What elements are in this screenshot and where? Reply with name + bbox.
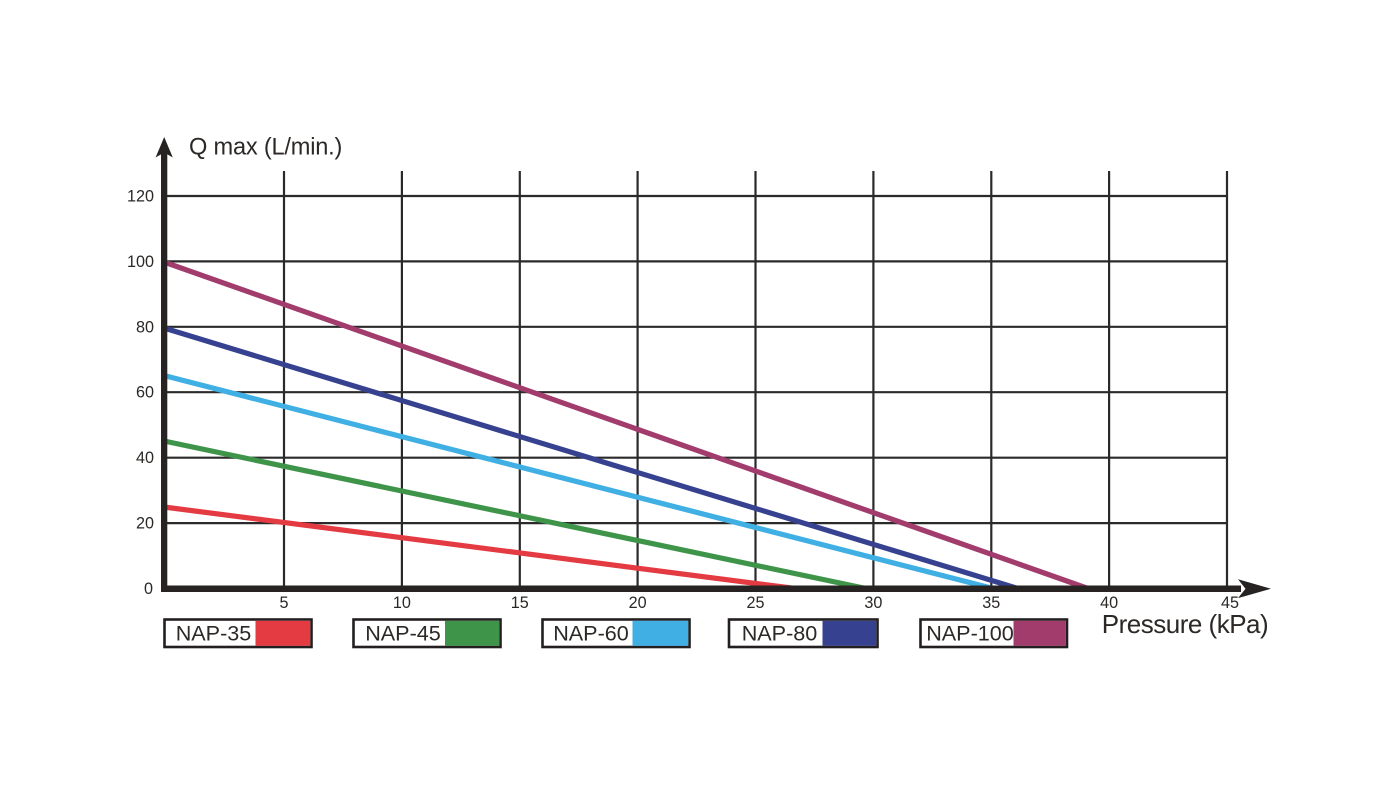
svg-text:20: 20	[629, 594, 647, 612]
svg-text:60: 60	[136, 384, 154, 402]
svg-text:80: 80	[136, 318, 154, 336]
svg-text:Q max (L/min.): Q max (L/min.)	[189, 135, 342, 161]
svg-text:120: 120	[127, 188, 154, 206]
svg-text:Pressure (kPa): Pressure (kPa)	[1102, 609, 1268, 639]
svg-text:NAP-100: NAP-100	[926, 621, 1014, 646]
svg-text:35: 35	[982, 594, 1000, 612]
svg-text:100: 100	[127, 253, 154, 271]
svg-text:10: 10	[393, 594, 411, 612]
svg-text:NAP-60: NAP-60	[553, 621, 629, 646]
svg-text:0: 0	[144, 580, 153, 598]
svg-text:5: 5	[279, 594, 288, 612]
svg-text:40: 40	[1100, 594, 1118, 612]
svg-text:20: 20	[136, 515, 154, 533]
svg-text:15: 15	[511, 594, 529, 612]
svg-text:30: 30	[864, 594, 882, 612]
svg-text:45: 45	[1221, 594, 1239, 612]
svg-text:NAP-35: NAP-35	[176, 621, 252, 646]
svg-text:NAP-45: NAP-45	[365, 621, 441, 646]
svg-text:25: 25	[746, 594, 764, 612]
svg-text:40: 40	[136, 449, 154, 467]
svg-text:NAP-80: NAP-80	[742, 621, 818, 646]
